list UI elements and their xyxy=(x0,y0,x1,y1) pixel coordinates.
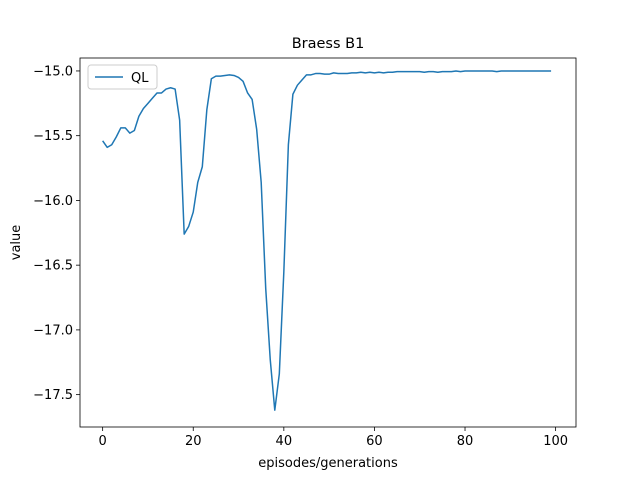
x-tick-label: 60 xyxy=(366,434,383,449)
x-tick-label: 20 xyxy=(185,434,202,449)
legend-label: QL xyxy=(131,71,149,86)
axes-frame xyxy=(79,57,577,428)
legend: QL xyxy=(87,64,158,90)
y-tick-label: −16.5 xyxy=(33,259,73,274)
y-tick-label: −17.5 xyxy=(33,388,73,403)
chart-title: Braess B1 xyxy=(292,36,365,52)
y-tick-label: −17.0 xyxy=(33,323,73,338)
plot-area xyxy=(102,70,552,411)
x-tick-label: 40 xyxy=(276,434,293,449)
y-tick-label: −15.5 xyxy=(33,129,73,144)
x-tick-label: 100 xyxy=(543,434,568,449)
y-tick-label: −15.0 xyxy=(33,64,73,79)
x-axis: 0 20 40 60 80 100 xyxy=(99,427,568,449)
x-axis-label: episodes/generations xyxy=(258,456,398,471)
x-tick-label: 0 xyxy=(99,434,107,449)
y-tick-label: −16.0 xyxy=(33,194,73,209)
y-axis-label: value xyxy=(9,225,24,261)
x-tick-label: 80 xyxy=(457,434,474,449)
series-line-ql xyxy=(102,70,552,411)
y-axis: −15.0 −15.5 −16.0 −16.5 −17.0 −17.5 xyxy=(33,64,80,403)
